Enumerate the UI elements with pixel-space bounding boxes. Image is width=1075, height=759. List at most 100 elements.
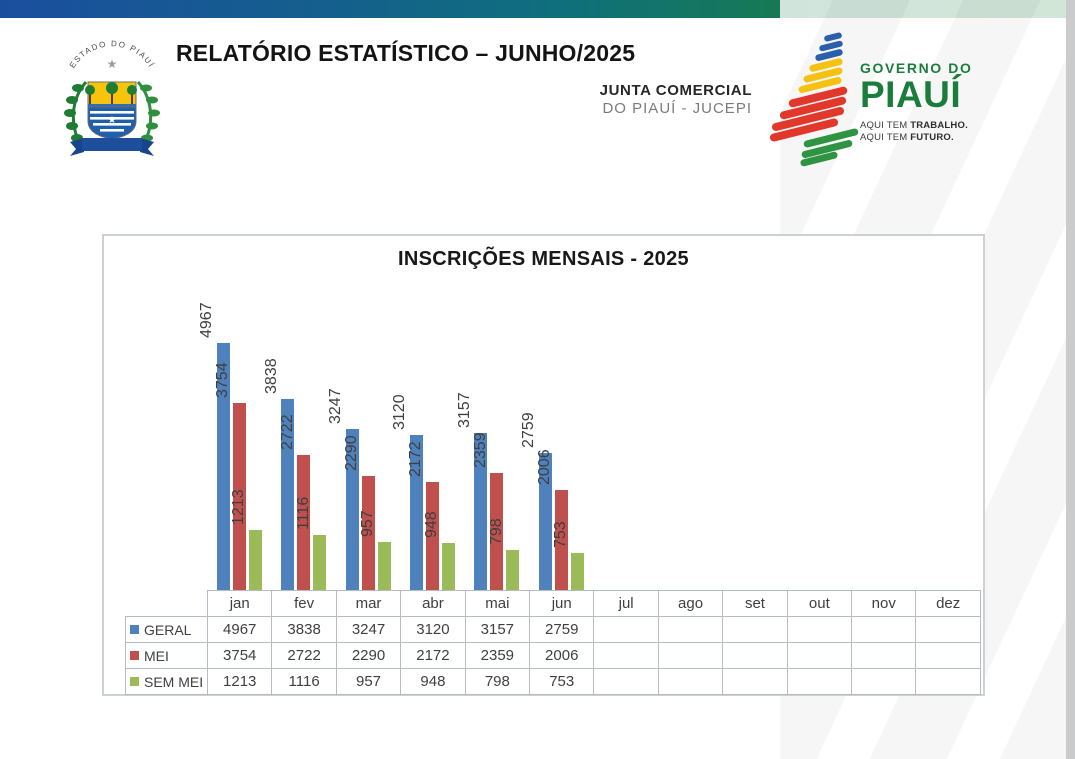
- page-title: RELATÓRIO ESTATÍSTICO – JUNHO/2025: [176, 40, 636, 66]
- bar-value-label-geral-jan: 4967: [198, 302, 216, 338]
- bar-geral-jan: [216, 343, 230, 590]
- cell-mei-mai: 2359: [464, 642, 531, 669]
- bar-sem-mei-fev: [313, 535, 327, 590]
- cell-mei-abr: 2172: [400, 642, 466, 669]
- bar-mei-jun: [554, 490, 568, 590]
- cell-sem-mei-jun: 753: [529, 668, 595, 695]
- col-header-mar: mar: [335, 590, 402, 617]
- scrollbar-track[interactable]: [1066, 0, 1075, 759]
- col-header-nov: nov: [851, 590, 917, 617]
- chart-title: INSCRIÇÕES MENSAIS - 2025: [398, 248, 689, 270]
- ribbon-icon: [70, 138, 154, 156]
- bar-sem-mei-jan: [248, 530, 262, 590]
- bar-value-label-mei-mai: 2359: [471, 432, 489, 468]
- legend-cell-mei: MEI: [125, 642, 208, 669]
- cell-geral-dez: [915, 616, 981, 643]
- gov-logo-line2: PIAUÍ: [860, 74, 962, 115]
- monthly-registrations-chart: INSCRIÇÕES MENSAIS - 2025 4967 3754 1213 38…: [102, 234, 985, 696]
- table-corner-cell: [126, 591, 208, 617]
- bar-sem-mei-abr: [441, 543, 455, 590]
- coat-star-icon: ★: [107, 57, 118, 71]
- cell-mei-fev: 2722: [271, 642, 337, 669]
- shield-icon: ★: [85, 81, 137, 140]
- org-name-block: JUNTA COMERCIAL DO PIAUÍ - JUCEPI: [470, 82, 752, 117]
- gov-piaui-stripes-icon: [769, 32, 859, 167]
- gov-tagline-1: AQUI TEM TRABALHO.: [860, 119, 968, 131]
- col-header-abr: abr: [400, 590, 466, 617]
- svg-text:★: ★: [108, 115, 117, 126]
- legend-label: GERAL: [144, 621, 192, 638]
- bar-sem-mei-mai: [506, 550, 520, 590]
- cell-mei-mar: 2290: [335, 642, 402, 669]
- legend-swatch-icon: [130, 677, 139, 686]
- bar-value-label-geral-mar: 3247: [327, 388, 345, 424]
- legend-label: SEM MEI: [144, 673, 204, 690]
- bar-value-label-mei-jan: 3754: [214, 362, 232, 398]
- chart-data-table: jan fev mar abr mai jun jul ago set out nov dez GERA…: [125, 590, 981, 695]
- cell-sem-mei-out: [786, 668, 853, 695]
- col-header-jul: jul: [593, 590, 659, 617]
- bar-value-label-geral-jun: 2759: [520, 412, 538, 448]
- bar-value-label-sem-mei-mar: 957: [359, 510, 377, 537]
- top-gradient-bar: [0, 0, 1066, 18]
- cell-geral-jan: 4967: [206, 616, 273, 643]
- bar-mei-abr: [425, 482, 439, 590]
- cell-geral-nov: [851, 616, 917, 643]
- col-header-out: out: [786, 590, 853, 617]
- col-header-jan: jan: [206, 590, 273, 617]
- legend-cell-sem-mei: SEM MEI: [125, 668, 208, 695]
- bar-geral-jun: [538, 453, 552, 590]
- bar-sem-mei-jun: [570, 553, 584, 590]
- chart-data-table-wrap: jan fev mar abr mai jun jul ago set out nov dez GERA…: [125, 590, 981, 695]
- bar-geral-mar: [345, 429, 359, 590]
- bar-geral-fev: [281, 399, 295, 590]
- cell-geral-jun: 2759: [529, 616, 595, 643]
- cell-geral-ago: [657, 616, 724, 643]
- cell-geral-mar: 3247: [335, 616, 402, 643]
- bar-value-label-mei-abr: 2172: [407, 441, 425, 477]
- col-header-fev: fev: [271, 590, 337, 617]
- left-branch-icon: [64, 81, 88, 145]
- bar-value-label-geral-mai: 3157: [455, 392, 473, 428]
- bar-sem-mei-mar: [377, 542, 391, 590]
- cell-mei-jun: 2006: [529, 642, 595, 669]
- bar-value-label-geral-abr: 3120: [391, 394, 409, 430]
- col-header-mai: mai: [464, 590, 531, 617]
- col-header-set: set: [722, 590, 788, 617]
- piaui-coat-of-arms: ESTADO DO PIAUÍ ★ ★: [64, 39, 160, 156]
- col-header-dez: dez: [915, 590, 981, 617]
- bar-value-label-mei-mar: 2290: [343, 435, 361, 471]
- legend-label: MEI: [144, 647, 169, 664]
- bar-mei-jan: [232, 403, 246, 590]
- bar-value-label-mei-fev: 2722: [278, 414, 296, 450]
- gov-logo-line1: GOVERNO DO: [860, 60, 973, 76]
- right-branch-icon: [136, 81, 160, 145]
- cell-mei-out: [786, 642, 853, 669]
- cell-sem-mei-jan: 1213: [206, 668, 273, 695]
- cell-sem-mei-set: [722, 668, 788, 695]
- bar-value-label-sem-mei-jun: 753: [552, 521, 570, 548]
- cell-mei-jan: 3754: [206, 642, 273, 669]
- bar-value-label-sem-mei-jan: 1213: [230, 489, 248, 525]
- cell-sem-mei-jul: [593, 668, 659, 695]
- bar-value-label-mei-jun: 2006: [536, 449, 554, 485]
- org-name-line2: DO PIAUÍ - JUCEPI: [602, 100, 752, 117]
- cell-sem-mei-nov: [851, 668, 917, 695]
- bar-mei-fev: [297, 455, 311, 590]
- bar-geral-mai: [474, 433, 488, 590]
- legend-swatch-icon: [130, 625, 139, 634]
- col-header-jun: jun: [529, 590, 595, 617]
- cell-mei-dez: [915, 642, 981, 669]
- bar-value-label-sem-mei-mai: 798: [487, 518, 505, 545]
- bar-value-label-geral-fev: 3838: [262, 358, 280, 394]
- col-header-ago: ago: [657, 590, 724, 617]
- org-name-line1: JUNTA COMERCIAL: [599, 82, 752, 99]
- bar-mei-mai: [490, 473, 504, 590]
- cell-geral-fev: 3838: [271, 616, 337, 643]
- cell-sem-mei-fev: 1116: [271, 668, 337, 695]
- bar-value-label-sem-mei-fev: 1116: [294, 496, 312, 530]
- cell-mei-jul: [593, 642, 659, 669]
- cell-mei-set: [722, 642, 788, 669]
- cell-geral-set: [722, 616, 788, 643]
- cell-sem-mei-abr: 948: [400, 668, 466, 695]
